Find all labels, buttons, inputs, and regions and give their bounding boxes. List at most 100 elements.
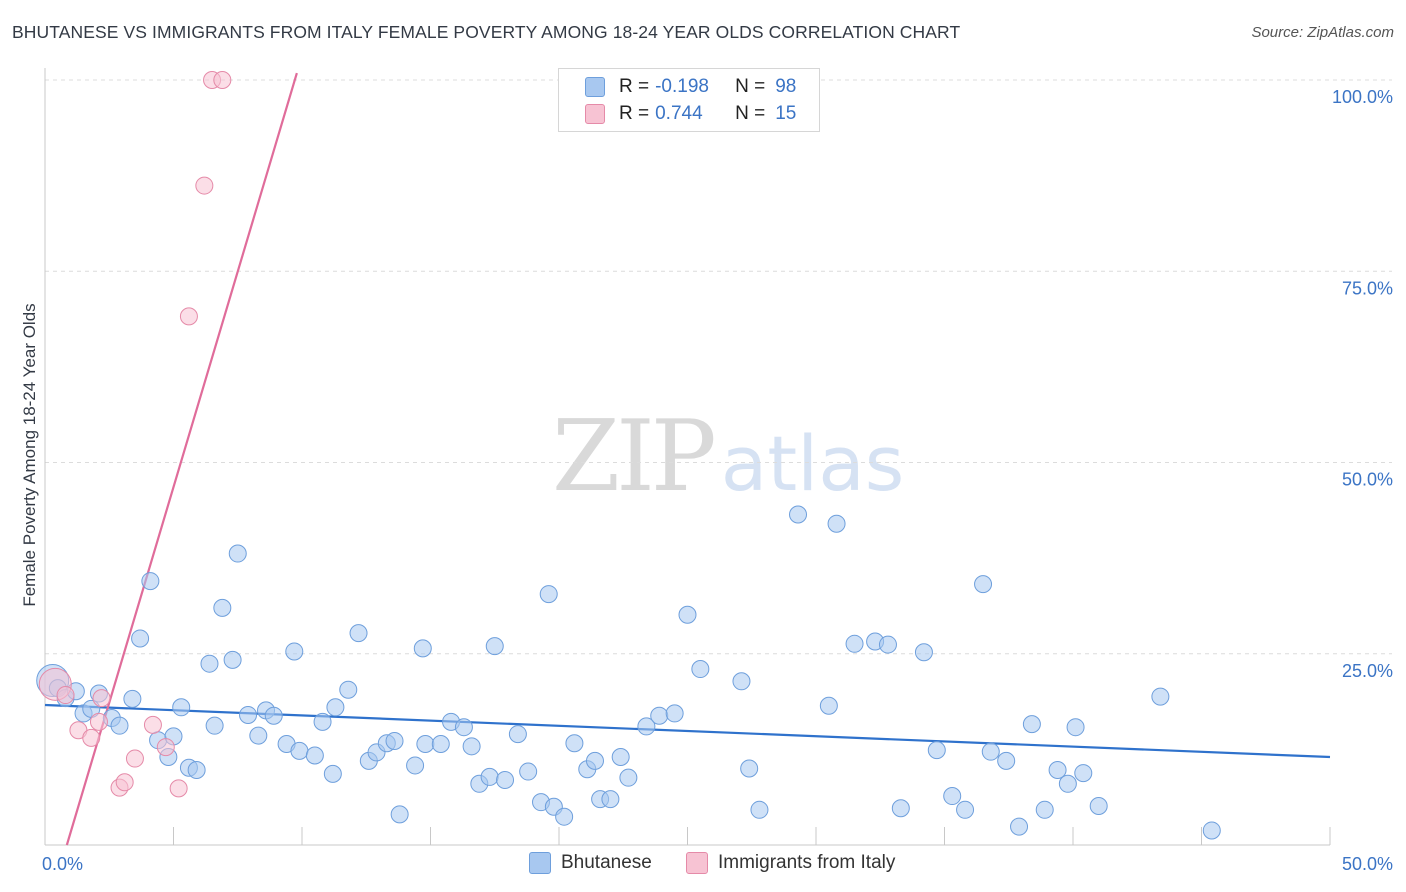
bhutanese-point xyxy=(845,634,864,653)
italy-point xyxy=(56,686,75,705)
bhutanese-point xyxy=(508,725,527,744)
bhutanese-point xyxy=(650,706,669,725)
bhutanese-point xyxy=(1058,774,1077,793)
watermark-zip: ZIP xyxy=(552,400,717,514)
bhutanese-point xyxy=(406,756,425,775)
y-tick-label: 100.0% xyxy=(1332,87,1393,107)
r-label: R = xyxy=(619,76,650,97)
bhutanese-point xyxy=(611,748,630,767)
n-value: 98 xyxy=(775,76,797,97)
bhutanese-point xyxy=(264,706,283,725)
italy-point xyxy=(179,307,198,326)
bhutanese-point xyxy=(141,572,160,591)
bhutanese-point xyxy=(339,680,358,699)
bhutanese-point xyxy=(200,654,219,673)
bhutanese-point xyxy=(172,698,191,717)
bhutanese-point xyxy=(1074,764,1093,783)
bhutanese-point xyxy=(555,807,574,826)
stats-row-bhutanese: R = -0.198 N = 98 xyxy=(559,74,796,100)
source-label: Source: ZipAtlas.com xyxy=(1251,24,1394,41)
bhutanese-point xyxy=(249,726,268,745)
bhutanese-point xyxy=(732,672,751,691)
bhutanese-point xyxy=(349,624,368,643)
data-points xyxy=(36,71,1221,840)
bhutanese-point xyxy=(1151,687,1170,706)
italy-legend-swatch xyxy=(686,852,708,874)
italy-point xyxy=(82,728,101,747)
bhutanese-point xyxy=(223,650,242,669)
bhutanese-point xyxy=(290,741,309,760)
bhutanese-point xyxy=(539,585,558,604)
bhutanese-point xyxy=(413,639,432,658)
bhutanese-point xyxy=(416,735,435,754)
bhutanese-point xyxy=(981,742,1000,761)
y-tick-label: 75.0% xyxy=(1342,278,1393,298)
bhutanese-point xyxy=(997,751,1016,770)
bhutanese-point xyxy=(213,598,232,617)
n-value: 15 xyxy=(775,103,797,124)
bhutanese-point xyxy=(927,741,946,760)
bhutanese-point xyxy=(110,716,129,735)
italy-point xyxy=(156,738,175,757)
legend-item-bhutanese[interactable]: Bhutanese xyxy=(529,852,652,874)
italy-point xyxy=(125,749,144,768)
y-tick-label: 50.0% xyxy=(1342,470,1393,490)
italy-point xyxy=(169,779,188,798)
bhutanese-point xyxy=(789,505,808,524)
x-tick-label: 50.0% xyxy=(1342,854,1393,874)
trend-line-bhutanese xyxy=(44,703,1331,759)
bhutanese-point xyxy=(637,717,656,736)
italy-point xyxy=(213,71,232,89)
bhutanese-point xyxy=(454,718,473,737)
axes xyxy=(44,68,1331,846)
bhutanese-point xyxy=(691,660,710,679)
bhutanese-point xyxy=(1010,817,1029,836)
bhutanese-point xyxy=(619,768,638,787)
bhutanese-point xyxy=(1035,800,1054,819)
bhutanese-point xyxy=(1022,715,1041,734)
bhutanese-legend-swatch xyxy=(529,852,551,874)
n-label: N = xyxy=(735,76,766,97)
series-legend: Bhutanese Immigrants from Italy xyxy=(0,852,1406,878)
bhutanese-point xyxy=(326,698,345,717)
bhutanese-point xyxy=(1089,796,1108,815)
bhutanese-point xyxy=(1048,761,1067,780)
bhutanese-point xyxy=(131,629,150,648)
bhutanese-point xyxy=(485,637,504,656)
bhutanese-point xyxy=(496,770,515,789)
bhutanese-point xyxy=(956,800,975,819)
legend-item-italy[interactable]: Immigrants from Italy xyxy=(686,852,895,874)
bhutanese-point xyxy=(914,643,933,662)
bhutanese-point xyxy=(601,790,620,809)
italy-point xyxy=(143,715,162,734)
r-value: 0.744 xyxy=(655,103,703,124)
legend-label-bhutanese: Bhutanese xyxy=(561,852,652,873)
bhutanese-point xyxy=(878,635,897,654)
italy-point xyxy=(89,712,108,731)
bhutanese-point xyxy=(974,575,993,594)
bhutanese-point xyxy=(228,544,247,563)
bhutanese-point xyxy=(431,735,450,754)
y-tick-label: 25.0% xyxy=(1342,661,1393,681)
bhutanese-point xyxy=(827,514,846,533)
bhutanese-point xyxy=(239,705,258,724)
stats-legend: R = -0.198 N = 98 R = 0.744 N = 15 xyxy=(558,68,820,132)
watermark-atlas: atlas xyxy=(720,419,905,508)
watermark: ZIP atlas xyxy=(552,400,904,514)
bhutanese-point xyxy=(462,737,481,756)
bhutanese-point xyxy=(891,799,910,818)
italy-point xyxy=(115,773,134,792)
bhutanese-point xyxy=(665,704,684,723)
bhutanese-point xyxy=(390,805,409,824)
bhutanese-point xyxy=(585,751,604,770)
bhutanese-point xyxy=(313,712,332,731)
bhutanese-point xyxy=(205,716,224,735)
bhutanese-point xyxy=(123,689,142,708)
italy-point xyxy=(195,176,214,195)
y-axis-label: Female Poverty Among 18-24 Year Olds xyxy=(20,303,39,607)
r-label: R = xyxy=(619,103,650,124)
italy-swatch xyxy=(585,104,605,124)
bhutanese-point xyxy=(285,642,304,661)
bhutanese-point xyxy=(305,746,324,765)
